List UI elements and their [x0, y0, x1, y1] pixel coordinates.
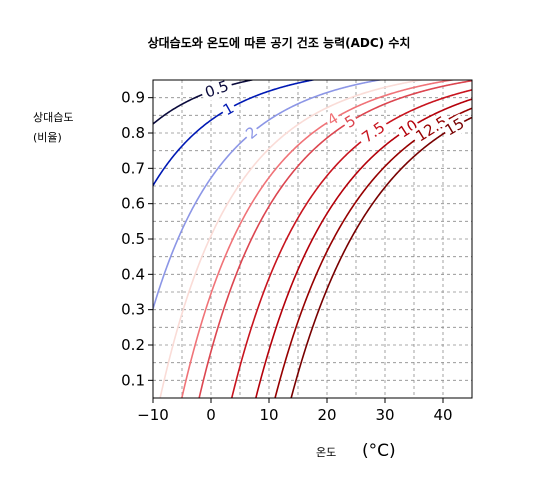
contour-label-bg — [440, 113, 469, 141]
x-tick-label: 0 — [206, 406, 216, 424]
contour-label-group: 4 — [322, 108, 344, 131]
y-axis-label: 상대습도 — [33, 111, 73, 124]
contour-line-7-5 — [230, 89, 472, 398]
x-tick-label: 10 — [259, 406, 278, 424]
y-tick-label: 0.1 — [121, 371, 145, 389]
x-axis-unit: (°C) — [362, 441, 396, 461]
x-tick-label: 20 — [317, 406, 336, 424]
contour-line-15 — [290, 116, 472, 398]
x-tick-label: 30 — [375, 406, 394, 424]
y-tick-label: 0.9 — [121, 89, 145, 107]
y-tick-label: 0.6 — [121, 195, 145, 213]
y-tick-label: 0.7 — [121, 159, 145, 177]
chart-title: 상대습도와 온도에 따른 공기 건조 능력(ADC) 수치 — [148, 35, 411, 50]
contour-line-5 — [198, 80, 472, 398]
contour-label-bg — [240, 121, 263, 144]
contour-label-bg — [355, 116, 392, 149]
x-tick-label: −10 — [137, 406, 169, 424]
contour-label-group: 5 — [339, 110, 361, 133]
contour-label-bg — [409, 110, 454, 148]
contour-line-4 — [181, 80, 457, 398]
y-tick-label: 0.5 — [121, 230, 145, 248]
contour-label-bg — [322, 108, 344, 131]
contour-label-bg — [218, 97, 239, 121]
contour-label-bg — [394, 115, 423, 143]
y-tick-label: 0.2 — [121, 336, 145, 354]
contour-label-group: 2 — [240, 121, 263, 144]
y-tick-label: 0.4 — [121, 265, 145, 283]
y-tick-label: 0.8 — [121, 124, 145, 142]
contour-label-group: 0.5 — [199, 75, 235, 103]
contour-label-bg — [339, 110, 361, 133]
x-tick-label: 40 — [433, 406, 452, 424]
y-axis-label-unit: (비율) — [33, 131, 62, 144]
x-axis-label: 온도 — [316, 446, 336, 459]
contour-label-bg — [199, 75, 235, 103]
y-tick-label: 0.3 — [121, 301, 145, 319]
contour-line-10 — [255, 98, 472, 398]
contour-label-group: 1 — [218, 97, 239, 121]
contour-line-2 — [153, 80, 384, 309]
